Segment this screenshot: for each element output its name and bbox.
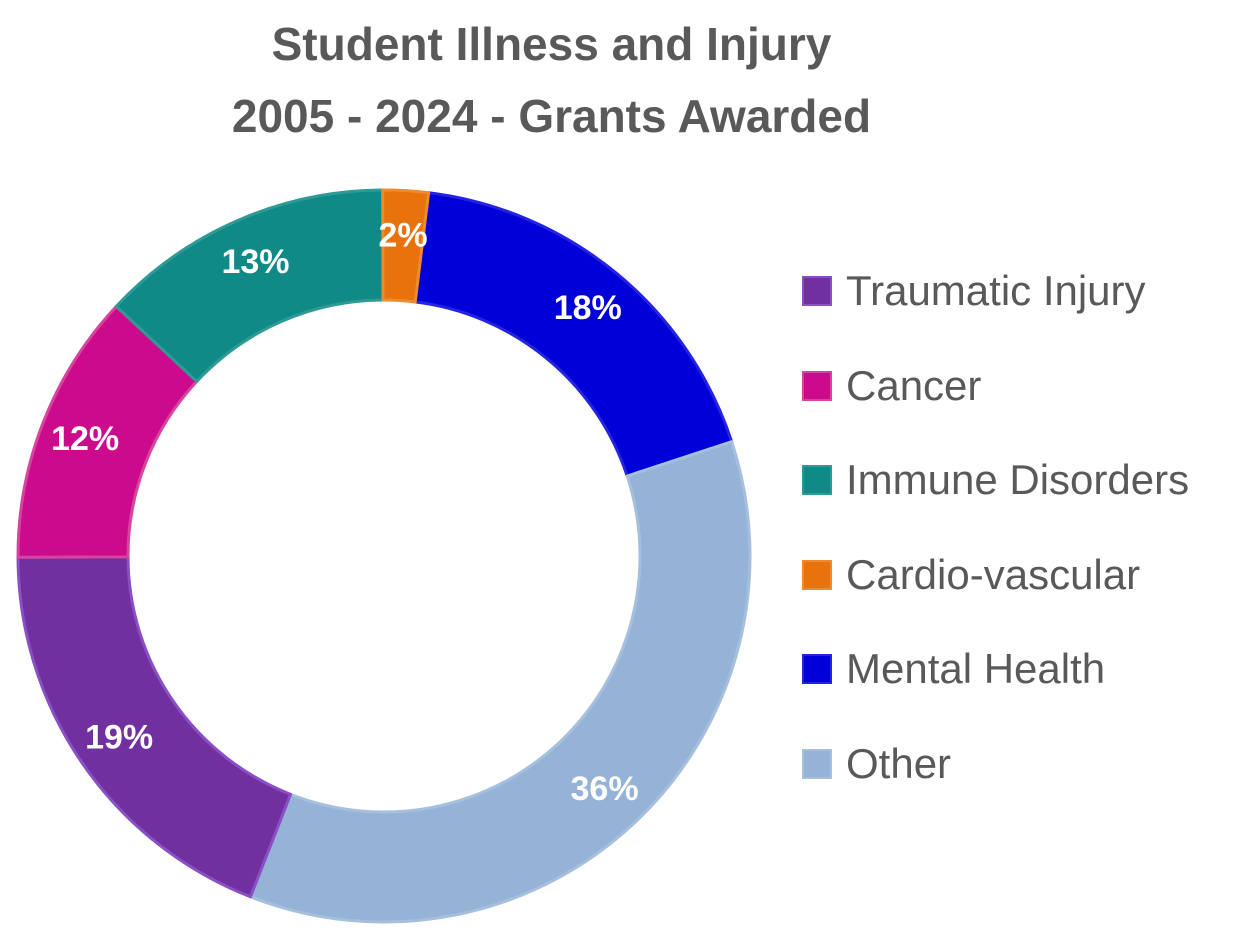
legend-label: Cancer xyxy=(846,361,982,409)
slice-mental-health xyxy=(413,191,734,478)
legend-label: Immune Disorders xyxy=(846,456,1190,504)
data-label-cardio-vascular: 2% xyxy=(378,217,427,255)
legend-label: Mental Health xyxy=(846,645,1106,693)
legend-swatch xyxy=(802,370,832,401)
legend-swatch xyxy=(802,465,832,496)
slice-other xyxy=(248,440,752,924)
data-label-other: 36% xyxy=(571,770,639,808)
slice-cardio-vascular xyxy=(381,188,431,304)
data-label-cancer: 12% xyxy=(51,420,119,458)
data-label-traumatic-injury: 19% xyxy=(85,718,153,756)
legend-item-cardio-vascular: Cardio-vascular xyxy=(802,528,1189,623)
donut-data-labels: 18% 36% 19% 12% 13% 2% xyxy=(51,217,638,809)
legend-swatch xyxy=(802,654,832,685)
legend-item-cancer: Cancer xyxy=(802,339,1189,434)
data-label-immune-disorders: 13% xyxy=(221,243,289,281)
legend-swatch xyxy=(802,559,832,590)
legend-item-traumatic-injury: Traumatic Injury xyxy=(802,244,1189,339)
legend-item-other: Other xyxy=(802,717,1189,812)
legend-label: Traumatic Injury xyxy=(846,267,1146,315)
legend-item-mental-health: Mental Health xyxy=(802,622,1189,717)
chart-title-line-1: Student Illness and Injury xyxy=(271,18,832,70)
legend-swatch xyxy=(802,748,832,779)
data-label-mental-health: 18% xyxy=(554,289,622,327)
donut-slices xyxy=(16,188,752,924)
slice-traumatic-injury xyxy=(16,555,293,899)
legend-item-immune-disorders: Immune Disorders xyxy=(802,433,1189,528)
chart-title: Student Illness and Injury 2005 - 2024 -… xyxy=(0,8,1103,152)
legend-swatch xyxy=(802,276,832,307)
legend: Traumatic Injury Cancer Immune Disorders Ca… xyxy=(802,244,1189,811)
legend-label: Other xyxy=(846,739,952,787)
donut-chart: 18% 36% 19% 12% 13% 2% xyxy=(16,188,752,924)
chart-title-line-2: 2005 - 2024 - Grants Awarded xyxy=(231,90,872,142)
legend-label: Cardio-vascular xyxy=(846,550,1141,598)
